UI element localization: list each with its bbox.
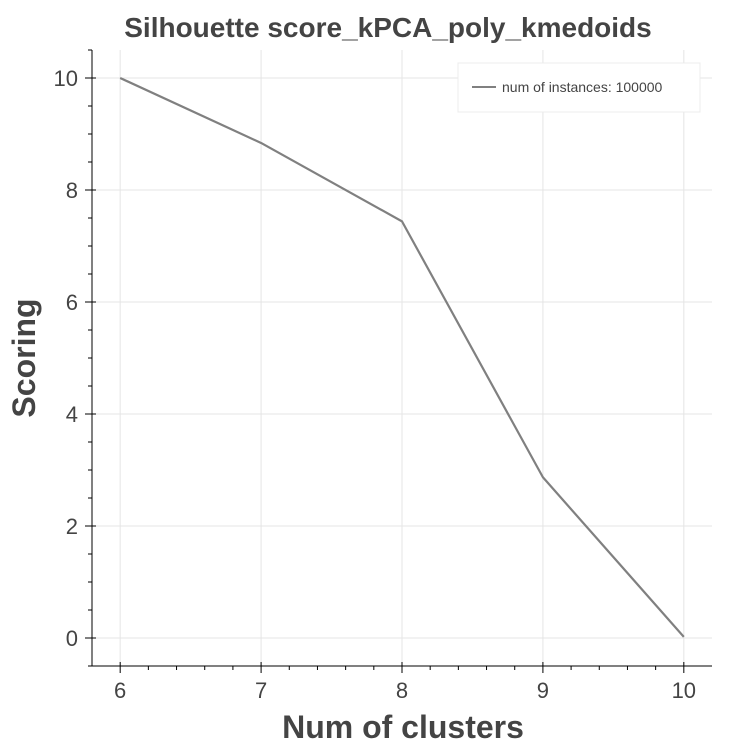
series <box>119 77 685 638</box>
x-tick-label: 6 <box>114 678 126 703</box>
y-tick-label: 10 <box>54 66 78 91</box>
legend: num of instances: 100000 <box>457 62 701 113</box>
y-tick-label: 2 <box>66 514 78 539</box>
ticks <box>85 49 685 673</box>
y-tick-label: 4 <box>66 402 78 427</box>
series-line <box>119 77 685 638</box>
y-tick-label: 8 <box>66 178 78 203</box>
x-tick-label: 10 <box>672 678 696 703</box>
legend-entry-label: num of instances: 100000 <box>502 79 663 95</box>
y-tick-label: 6 <box>66 290 78 315</box>
chart-title: Silhouette score_kPCA_poly_kmedoids <box>124 12 652 43</box>
x-tick-label: 8 <box>396 678 408 703</box>
x-tick-label: 7 <box>255 678 267 703</box>
y-tick-label: 0 <box>66 626 78 651</box>
tick-labels: 6 7 8 9 10 0 2 4 6 8 10 <box>54 66 697 703</box>
x-axis-label: Num of clusters <box>282 709 524 745</box>
legend-box <box>457 62 701 113</box>
x-tick-label: 9 <box>537 678 549 703</box>
y-axis-label: Scoring <box>6 298 42 417</box>
